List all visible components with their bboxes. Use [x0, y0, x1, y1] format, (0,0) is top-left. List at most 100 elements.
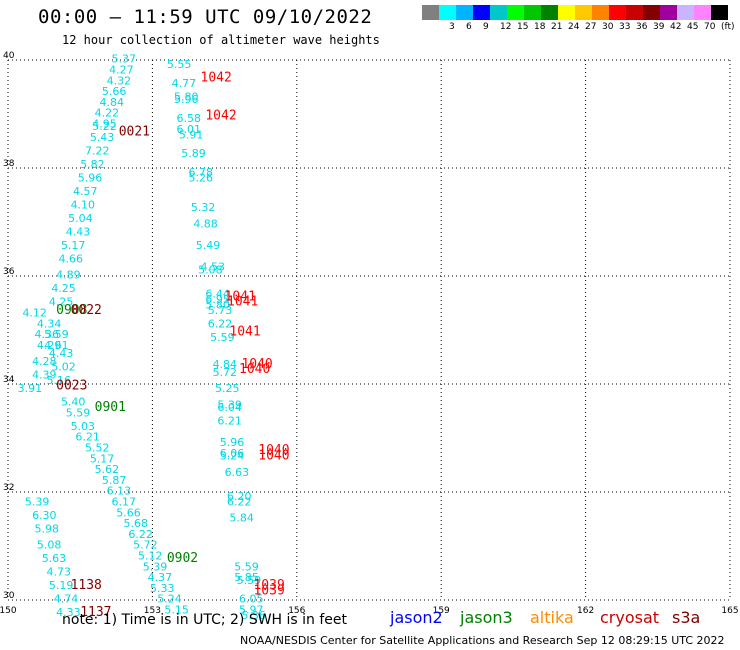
pass-time: 1039 — [253, 578, 284, 593]
legend-swatch — [677, 5, 694, 20]
swh-value: 5.80 — [174, 91, 199, 104]
legend-label: 27 — [585, 22, 597, 32]
swh-value: 4.34 — [37, 317, 62, 330]
swh-value: 4.88 — [193, 217, 218, 230]
lat-tick-label: 32 — [3, 483, 14, 493]
swh-value: 5.24 — [157, 593, 182, 606]
swh-value: 4.61 — [44, 339, 69, 352]
swh-value: 4.25 — [49, 296, 73, 309]
legend-label: (ft) — [721, 22, 735, 32]
lon-tick-label: 162 — [577, 606, 594, 616]
swh-value: 5.72 — [213, 366, 238, 379]
swh-value: 5.52 — [85, 442, 110, 455]
lon-tick-label: 156 — [288, 606, 305, 616]
swh-value: 5.62 — [95, 463, 120, 476]
legend-swatch — [507, 5, 524, 20]
lon-tick-label: 159 — [433, 606, 450, 616]
page-subtitle: 12 hour collection of altimeter wave hei… — [62, 33, 380, 47]
swh-value: 6.21 — [75, 431, 100, 444]
swh-value: 5.08 — [37, 539, 62, 552]
legend-swatch — [439, 5, 456, 20]
swh-value: 6.22 — [128, 528, 153, 541]
swh-value: 6.20 — [227, 490, 252, 503]
swh-value: 4.43 — [66, 226, 91, 239]
swh-value: 6.22 — [208, 317, 233, 330]
swh-value: 5.08 — [198, 263, 223, 276]
swh-value: 6.63 — [225, 466, 250, 479]
pass-time: 0022 — [71, 303, 102, 318]
swh-value: 6.05 — [239, 593, 263, 606]
legend-label: 24 — [568, 22, 580, 32]
legend-label: 42 — [670, 22, 682, 32]
pass-time: 1041 — [225, 289, 256, 304]
satellite-label-altika: altika — [530, 608, 574, 627]
legend-swatch — [575, 5, 592, 20]
pass-time: 1138 — [71, 578, 102, 593]
satellite-label-s3a: s3a — [672, 608, 701, 627]
units-note: note: 1) Time is in UTC; 2) SWH is in fe… — [62, 612, 348, 628]
swh-value: 4.39 — [32, 369, 57, 382]
swh-value: 5.02 — [51, 361, 76, 374]
satellite-label-cryosat: cryosat — [600, 608, 660, 627]
swh-value: 5.80 — [205, 298, 230, 311]
swh-value: 6.44 — [205, 288, 230, 301]
swh-value: 5.22 — [92, 120, 117, 133]
legend-label: 12 — [500, 22, 512, 32]
swh-value: 4.84 — [213, 358, 238, 371]
pass-time: 1041 — [229, 324, 260, 339]
swh-value: 5.66 — [116, 506, 141, 519]
swh-value: 5.17 — [90, 452, 115, 465]
map-grid — [7, 59, 731, 601]
legend-swatch — [711, 5, 728, 20]
pass-time: 0902 — [167, 551, 198, 566]
swh-value: 5.43 — [90, 131, 115, 144]
legend-swatch — [694, 5, 711, 20]
swh-value: 6.78 — [189, 166, 214, 179]
swh-value: 5.96 — [78, 172, 103, 185]
swh-value: 5.39 — [217, 398, 242, 411]
lat-tick-label: 36 — [3, 267, 15, 277]
swh-value: 5.25 — [215, 382, 240, 395]
legend-swatch — [422, 5, 439, 20]
lon-tick-label: 165 — [721, 606, 738, 616]
lon-tick-label: 150 — [0, 606, 17, 616]
swh-value: 5.59 — [210, 331, 235, 344]
swh-value: 5.17 — [61, 239, 86, 252]
wave-height-labels: 5.374.274.325.664.844.224.955.225.437.22… — [18, 53, 266, 622]
swh-value: 6.21 — [217, 415, 242, 428]
legend-swatch — [558, 5, 575, 20]
swh-value: 5.24 — [220, 450, 245, 463]
pass-time: 0901 — [95, 400, 126, 415]
swh-value: 5.87 — [102, 474, 127, 487]
swh-value: 5.96 — [174, 93, 199, 106]
swh-value: 5.68 — [124, 517, 148, 530]
swh-value: 5.03 — [71, 420, 96, 433]
pass-time: 1040 — [258, 443, 289, 458]
swh-value: 5.32 — [191, 201, 216, 214]
legend-label: 21 — [551, 22, 563, 32]
swh-value: 5.26 — [189, 172, 214, 185]
swh-value: 5.96 — [220, 436, 245, 449]
swh-value: 6.13 — [107, 485, 132, 498]
swh-value: 5.63 — [42, 552, 66, 565]
swh-value: 5.85 — [234, 571, 259, 584]
swh-value: 4.43 — [49, 347, 73, 360]
swh-value: 5.73 — [208, 304, 233, 317]
swh-value: 5.16 — [47, 374, 72, 387]
axis-ticks: 150 153 156 159 162 165 30 32 34 36 38 40 — [0, 51, 739, 616]
swh-value: 5.15 — [164, 604, 189, 617]
lat-tick-label: 40 — [3, 51, 15, 61]
swh-value: 5.55 — [167, 58, 192, 71]
swh-value: 4.66 — [59, 253, 84, 266]
legend-swatch — [660, 5, 677, 20]
swh-value: 5.59 — [44, 328, 69, 341]
swh-value: 5.36 — [241, 609, 265, 622]
swh-value: 5.19 — [49, 579, 73, 592]
swh-value: 6.58 — [176, 112, 201, 125]
swh-value: 5.33 — [150, 582, 175, 595]
swh-value: 5.72 — [133, 539, 158, 552]
swh-value: 5.97 — [239, 604, 263, 617]
swh-value: 4.74 — [54, 593, 79, 606]
swh-value: 6.04 — [217, 401, 242, 414]
swh-value: 4.28 — [32, 355, 57, 368]
